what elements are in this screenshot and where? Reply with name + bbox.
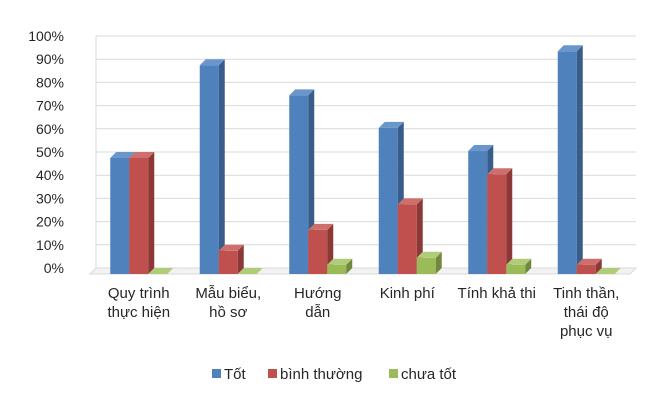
y-tick-label: 50% [36, 144, 64, 160]
bar [199, 59, 225, 275]
bar [576, 258, 602, 274]
y-tick-label: 30% [36, 190, 64, 206]
bar [218, 244, 244, 274]
y-axis: 0% 10% 20% 30% 40% 50% 60% 70% 80% 90% 100% [28, 28, 64, 276]
y-tick-label: 10% [36, 237, 64, 253]
legend-item: Tốt [212, 366, 247, 383]
bar [557, 45, 583, 274]
legend-item: chưa tốt [389, 366, 457, 383]
x-tick-label: Mẫu biểu, hồ sơ [195, 285, 261, 321]
bar [506, 258, 532, 274]
y-tick-label: 60% [36, 121, 64, 137]
x-tick-label: Quy trình thực hiện [107, 285, 170, 321]
y-tick-label: 40% [36, 167, 64, 183]
bar [148, 268, 174, 274]
legend: Tốt bình thường chưa tốt [212, 366, 457, 383]
legend-label: Tốt [224, 366, 247, 383]
legend-item: bình thường [268, 366, 362, 383]
legend-swatch [212, 369, 221, 378]
bar [416, 251, 442, 274]
x-tick-label: Tính khả thi [458, 285, 536, 302]
bars [110, 45, 621, 275]
legend-swatch [268, 369, 277, 378]
legend-label: chưa tốt [401, 366, 457, 383]
legend-swatch [389, 369, 398, 378]
y-tick-label: 20% [36, 214, 64, 230]
x-tick-label: Kinh phí [380, 285, 436, 302]
bar [237, 268, 263, 274]
bar [595, 268, 621, 274]
y-tick-label: 80% [36, 74, 64, 90]
bar [487, 168, 513, 274]
legend-label: bình thường [280, 366, 362, 383]
y-tick-label: 90% [36, 51, 64, 67]
x-tick-label: Hướng dẫn [294, 285, 341, 321]
x-axis: Quy trình thực hiện Mẫu biểu, hồ sơ Hướng dẫn… [107, 285, 619, 340]
x-tick-label: Tinh thần, thái độ phục vụ [553, 285, 619, 340]
y-tick-label: 70% [36, 98, 64, 114]
y-tick-label: 0% [44, 260, 64, 276]
y-tick-label: 100% [28, 28, 64, 44]
bar [327, 258, 353, 274]
bar [129, 152, 155, 274]
gridlines [88, 35, 638, 275]
